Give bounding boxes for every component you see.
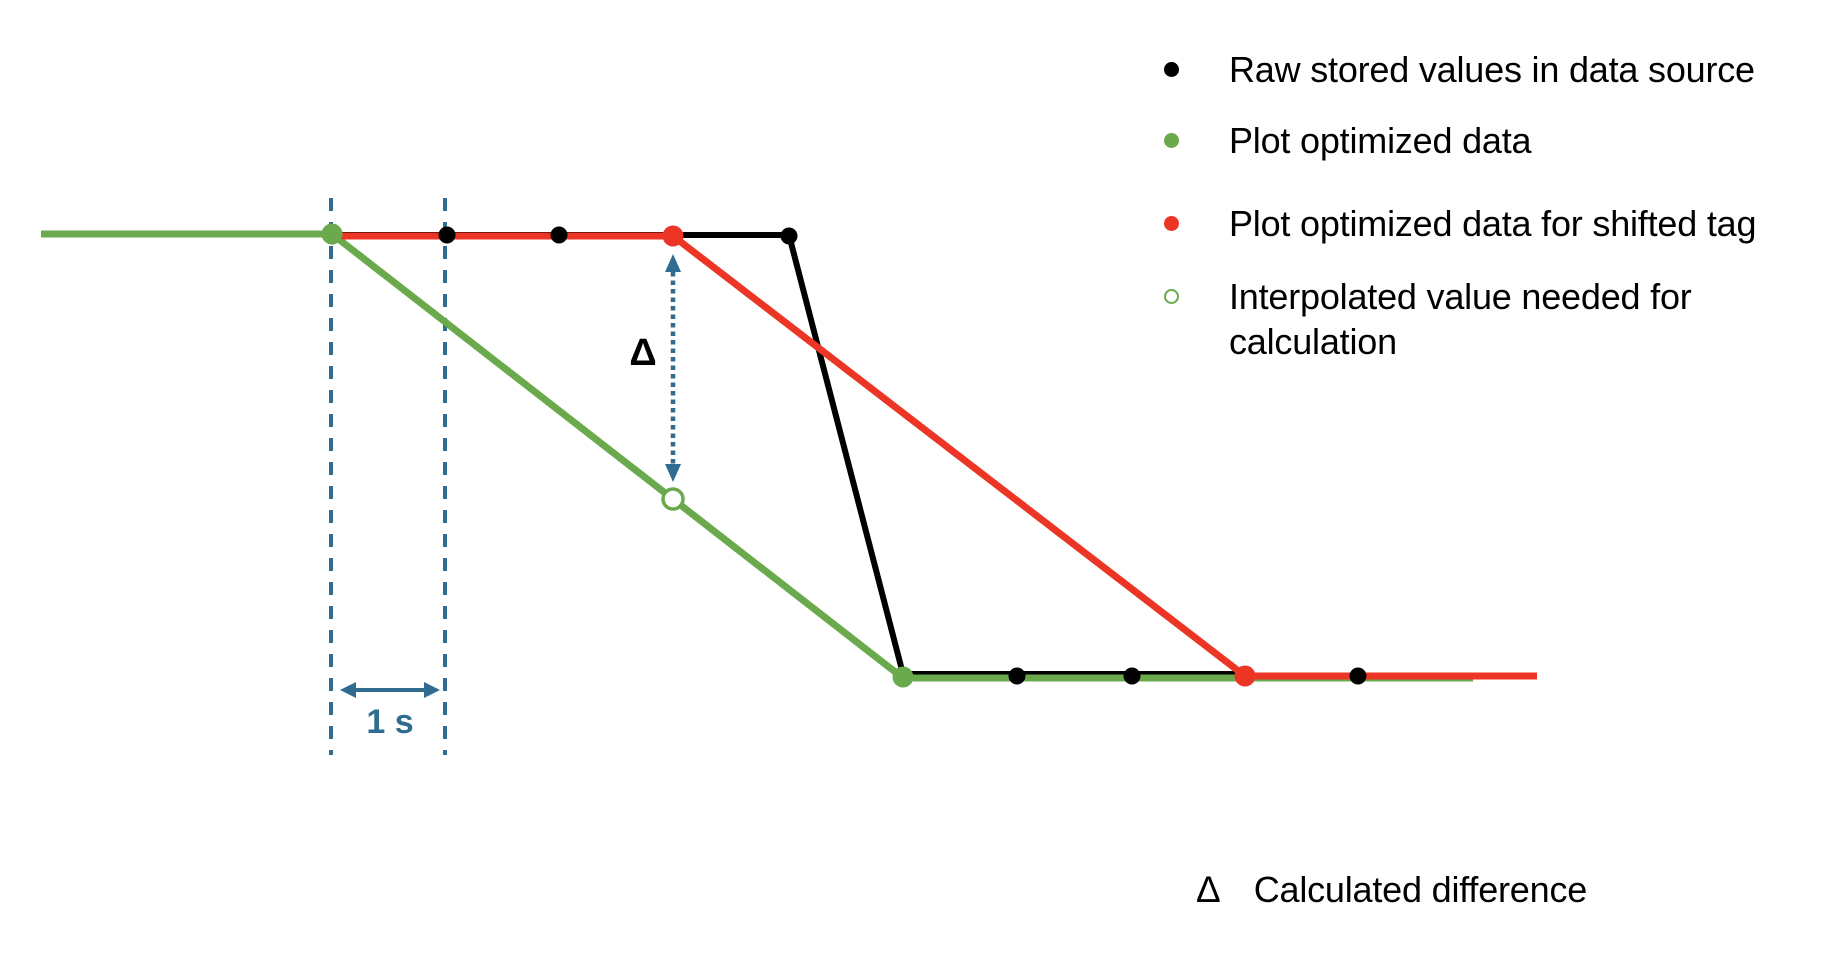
legend-label: Interpolated value needed for <box>1229 276 1692 317</box>
caption-text: Calculated difference <box>1253 869 1588 910</box>
series-plot-optimized-shifted-line <box>334 232 1537 680</box>
plot-optimized-point <box>321 223 343 245</box>
raw-data-point <box>550 226 568 244</box>
delta-arrow-head-down <box>665 464 681 482</box>
raw-data-point <box>1008 667 1026 685</box>
raw-data-point <box>438 226 456 244</box>
time-arrow-head-right <box>424 682 440 698</box>
raw-data-point <box>1349 667 1367 685</box>
legend-item-shifted: Plot optimized data for shifted tag <box>1164 201 1757 246</box>
legend-item-plot-optimized: Plot optimized data <box>1164 118 1532 163</box>
caption-delta-symbol: Δ <box>1196 869 1221 910</box>
series-raw-stored-values-line <box>336 232 1250 677</box>
green-dot-icon <box>1164 133 1179 148</box>
caption-calculated-difference: Δ Calculated difference <box>1196 868 1587 912</box>
black-dot-icon <box>1164 62 1179 77</box>
interpolated-point <box>661 487 685 511</box>
shifted-tag-point <box>1234 665 1256 687</box>
legend-label: Plot optimized data <box>1229 120 1532 161</box>
series-plot-optimized-data-line <box>41 230 1473 682</box>
delta-difference-label: Δ <box>629 332 657 374</box>
shifted-tag-point <box>662 225 684 247</box>
open-circle-icon <box>1164 289 1179 304</box>
raw-data-point <box>780 227 798 245</box>
red-dot-icon <box>1164 216 1179 231</box>
legend-item-raw: Raw stored values in data source <box>1164 47 1755 92</box>
legend-item-interpolated: Interpolated value needed for calculatio… <box>1164 274 1692 364</box>
legend-label: Raw stored values in data source <box>1229 49 1755 90</box>
legend-label-line2: calculation <box>1229 321 1397 362</box>
plot-optimized-point <box>892 666 914 688</box>
legend-label: Plot optimized data for shifted tag <box>1229 203 1757 244</box>
delta-arrow-head-up <box>665 254 681 272</box>
time-shift-label: 1 s <box>366 703 414 741</box>
raw-data-point <box>1123 667 1141 685</box>
time-arrow-head-left <box>340 682 356 698</box>
